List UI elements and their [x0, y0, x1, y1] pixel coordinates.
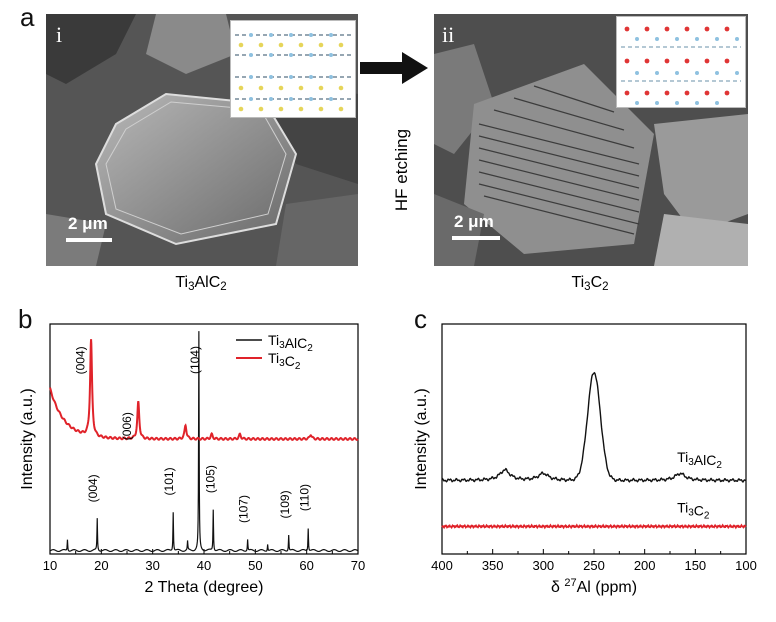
scale-bar-left	[66, 238, 112, 242]
hf-etching-label: HF etching	[392, 128, 411, 212]
panel-letter-a: a	[20, 2, 35, 32]
peak-label: (104)	[188, 346, 202, 374]
sem-image-ti3alc2: i 2 μm	[46, 14, 358, 266]
x-tick-label-b: 40	[197, 558, 211, 573]
peak-label: (105)	[203, 465, 217, 493]
x-axis-label-c: δ 27Al (ppm)	[551, 577, 637, 596]
x-axis-label-b: 2 Theta (degree)	[145, 579, 264, 596]
y-axis-label-c: Intensity (a.u.)	[413, 388, 430, 489]
x-tick-label-c: 150	[684, 558, 706, 573]
peak-label: (006)	[120, 412, 134, 440]
caption-ti3alc2: Ti3AlC2	[175, 274, 227, 293]
x-tick-label-c: 100	[735, 558, 757, 573]
nmr-chart: 400 350 300 250 200 150 100 δ 27Al (ppm) Intensi…	[413, 323, 757, 596]
x-tick-label-b: 70	[351, 558, 365, 573]
sem-label-ii: ii	[442, 22, 455, 47]
peak-label: (004)	[73, 346, 87, 374]
x-tick-label-c: 250	[583, 558, 605, 573]
x-tick-label-c: 200	[634, 558, 656, 573]
legend-label-ti3alc2: Ti3AlC2	[268, 332, 313, 354]
series-label-ti3alc2: Ti3AlC2	[677, 449, 722, 471]
crystal-lattice-icon	[621, 26, 741, 105]
peak-label: (110)	[298, 484, 312, 511]
xrd-chart: 10 20 30 40 50 60 70 2 Theta (degree) Intensity …	[19, 323, 365, 596]
caption-ti3c2: Ti3C2	[571, 274, 609, 293]
x-tick-label-b: 50	[248, 558, 262, 573]
x-tick-label-c: 300	[532, 558, 554, 573]
x-tick-label-c: 350	[482, 558, 504, 573]
series-line-ti3alc2	[49, 331, 359, 553]
crystal-structure-inset-ti3alc2	[230, 20, 356, 118]
peak-label: (107)	[237, 495, 251, 523]
peak-label: (004)	[86, 474, 100, 502]
x-tick-label-b: 10	[43, 558, 57, 573]
x-tick-label-b: 30	[145, 558, 159, 573]
plot-frame-c	[441, 323, 747, 555]
panel-letter-b: b	[18, 304, 33, 334]
panel-letter-c: c	[414, 304, 427, 334]
crystal-structure-inset-ti3c2	[616, 16, 746, 108]
peak-label: (101)	[162, 467, 176, 495]
series-line-ti3c2	[49, 339, 359, 441]
y-axis-label-b: Intensity (a.u.)	[19, 388, 36, 489]
sem-label-i: i	[56, 22, 63, 47]
series-line-ti3c2-nmr	[441, 523, 747, 530]
series-label-ti3c2: Ti3C2	[677, 500, 710, 522]
crystal-lattice-icon	[235, 33, 351, 112]
x-tick-label-b: 20	[94, 558, 108, 573]
x-tick-label-b: 60	[299, 558, 313, 573]
scale-bar-label-left: 2 μm	[68, 214, 108, 233]
peak-label: (109)	[278, 490, 292, 518]
arrow-right-icon	[360, 52, 428, 84]
series-line-ti3alc2-nmr	[441, 371, 747, 483]
legend-label-ti3c2: Ti3C2	[268, 350, 301, 372]
scale-bar-right	[452, 236, 500, 240]
scale-bar-label-right: 2 μm	[454, 212, 494, 231]
x-tick-label-c: 400	[431, 558, 453, 573]
sem-image-ti3c2: ii 2 μm	[434, 14, 748, 266]
